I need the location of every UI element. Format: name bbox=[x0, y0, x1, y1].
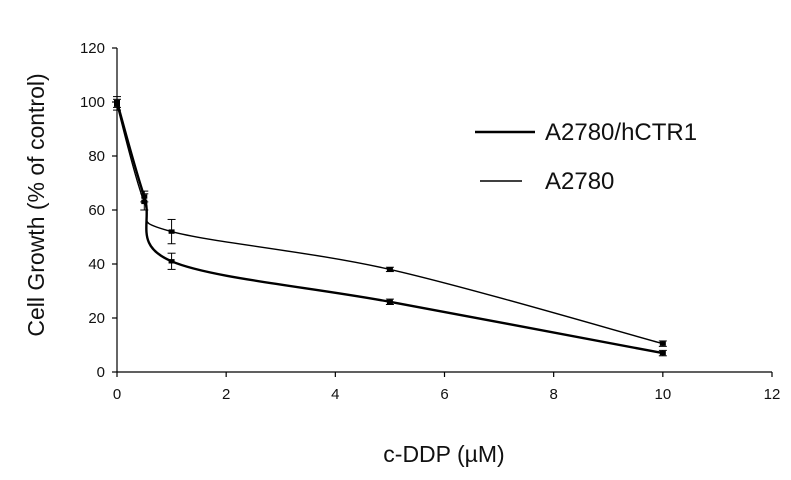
y-tick-label: 20 bbox=[88, 310, 105, 327]
y-tick-label: 0 bbox=[97, 364, 105, 381]
data-point bbox=[386, 267, 393, 272]
series-line bbox=[116, 104, 664, 345]
x-tick-label: 10 bbox=[654, 386, 671, 403]
data-point bbox=[386, 299, 393, 304]
x-tick-label: 0 bbox=[113, 386, 121, 403]
x-tick-label: 12 bbox=[764, 386, 781, 403]
x-tick-label: 8 bbox=[549, 386, 557, 403]
y-tick-label: 100 bbox=[80, 94, 105, 111]
data-point bbox=[168, 259, 175, 264]
data-point bbox=[141, 199, 148, 205]
y-tick-label: 60 bbox=[88, 202, 105, 219]
x-tick-label: 2 bbox=[222, 386, 230, 403]
legend-label: A2780 bbox=[545, 168, 614, 195]
series-line bbox=[115, 101, 664, 355]
series-2 bbox=[113, 98, 667, 347]
data-point bbox=[114, 102, 120, 107]
x-tick-label: 6 bbox=[440, 386, 448, 403]
data-point bbox=[659, 341, 666, 346]
y-tick-label: 40 bbox=[88, 256, 105, 273]
legend-label: A2780/hCTR1 bbox=[545, 119, 697, 146]
data-point bbox=[659, 350, 666, 356]
x-axis-title: c-DDP (µM) bbox=[383, 441, 504, 467]
legend: A2780/hCTR1 A2780 bbox=[475, 119, 697, 195]
axes bbox=[116, 48, 772, 373]
series bbox=[113, 96, 667, 357]
y-tick-label: 80 bbox=[88, 148, 105, 165]
y-tick-label: 120 bbox=[80, 40, 105, 57]
y-axis-title: Cell Growth (% of control) bbox=[23, 73, 49, 336]
x-tick-label: 4 bbox=[331, 386, 339, 403]
data-point bbox=[168, 229, 175, 234]
